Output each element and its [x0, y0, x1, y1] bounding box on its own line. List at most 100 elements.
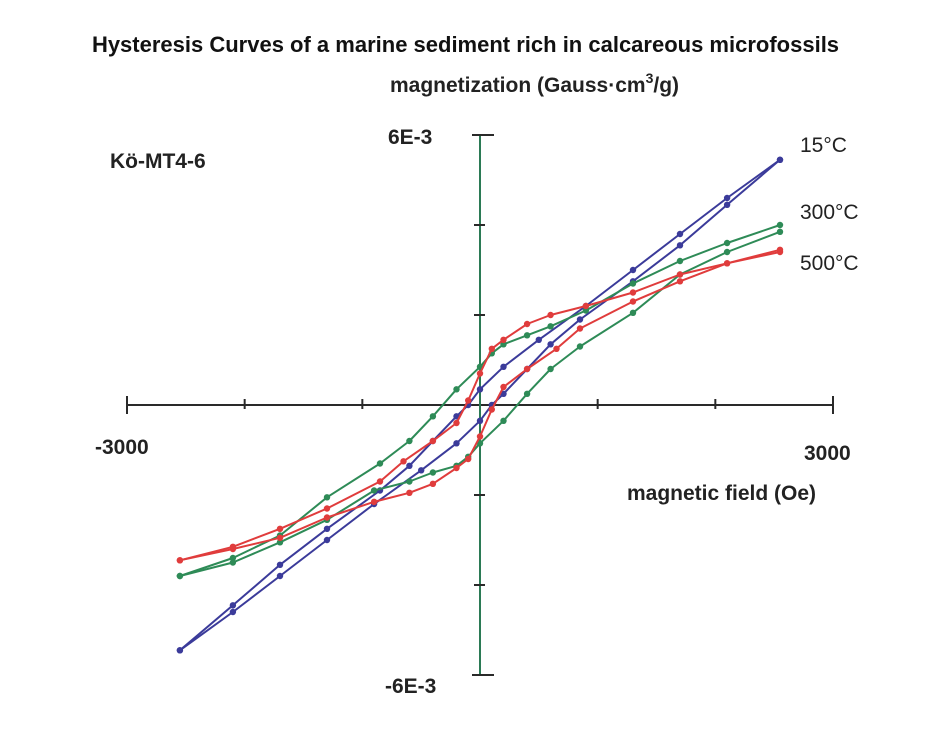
series-2-branch-0-point-15	[323, 505, 331, 512]
series-1-branch-0-point-12	[406, 437, 413, 445]
axes	[126, 134, 834, 676]
series-2-branch-1-point-13	[553, 345, 560, 352]
series-1-branch-1-point-14	[629, 309, 637, 316]
series-2-branch-1-point-7	[453, 464, 460, 472]
series-1-branch-0-point-4	[582, 307, 590, 314]
series-2-branch-1-point-18	[776, 246, 784, 253]
series-0-branch-1-point-14	[676, 242, 684, 249]
series-1-branch-1-point-5	[406, 478, 413, 485]
series-0-branch-1-point-1	[229, 608, 237, 616]
series-2-branch-0-point-14	[376, 478, 384, 485]
x-axis-label: magnetic field (Oe)	[627, 482, 817, 505]
y-axis-label-exponent: 3	[645, 70, 654, 86]
series-0-branch-1-point-0	[176, 647, 184, 654]
series-label-500c: 500°C	[800, 252, 859, 275]
series-2-branch-0-point-7	[500, 336, 507, 343]
series-2-branch-1-point-12	[523, 365, 531, 373]
series-0-branch-0-point-7	[476, 386, 484, 393]
series-1-branch-1-point-2	[276, 539, 284, 546]
series-group	[176, 156, 784, 654]
y-axis-label-tail: /g)	[653, 74, 680, 97]
series-1-branch-0-point-13	[376, 460, 384, 467]
series-2-branch-0-point-8	[488, 345, 495, 352]
series-2-branch-0-point-2	[676, 271, 684, 278]
y-tick-label-min: -6E-3	[385, 675, 437, 698]
series-2-branch-1-point-6	[429, 480, 437, 487]
series-2-branch-0-point-3	[629, 289, 637, 296]
series-1-branch-1-point-12	[547, 365, 554, 373]
series-0-branch-0-point-1	[723, 194, 731, 202]
series-0-branch-0-point-3	[629, 266, 637, 274]
series-2-branch-0-point-10	[465, 397, 472, 404]
series-1-branch-1-point-13	[576, 343, 584, 350]
series-2-branch-1-point-3	[323, 514, 331, 521]
y-tick-label-max: 6E-3	[388, 126, 433, 149]
series-2-branch-1-point-1	[229, 545, 237, 553]
series-0-branch-1-point-6	[453, 440, 460, 447]
series-0-branch-1-point-11	[547, 341, 554, 348]
y-axis-label-main: magnetization (Gauss·cm	[390, 74, 646, 97]
series-1-branch-1-point-6	[429, 469, 437, 476]
series-1-branch-0-point-11	[429, 413, 437, 420]
series-2-branch-0-point-13	[400, 458, 407, 465]
x-tick-label-max: 3000	[804, 442, 851, 465]
series-1-branch-1-point-1	[229, 559, 237, 566]
series-2-branch-1-point-15	[629, 298, 637, 305]
series-1-branch-0-point-10	[453, 386, 460, 393]
x-tick-label-min: -3000	[95, 436, 149, 459]
series-2-branch-0-point-12	[429, 437, 437, 445]
series-2-branch-1-point-8	[465, 455, 472, 463]
series-2-branch-0-point-5	[547, 311, 554, 319]
series-1-branch-0-point-0	[776, 221, 784, 229]
series-0-branch-1-point-2	[276, 572, 284, 580]
series-2-branch-1-point-10	[488, 406, 495, 413]
series-0-branch-1-point-7	[476, 417, 484, 424]
series-1-branch-1-line	[179, 230, 781, 577]
y-axis-label: magnetization (Gauss·cm3/g)	[390, 70, 679, 98]
sample-annotation: Kö-MT4-6	[110, 150, 206, 173]
series-1-branch-1-point-17	[776, 228, 784, 235]
series-0-branch-0-point-6	[500, 363, 507, 370]
series-1-branch-1-point-0	[176, 572, 184, 580]
chart-title: Hysteresis Curves of a marine sediment r…	[91, 32, 840, 57]
series-2-branch-1-point-5	[406, 489, 413, 496]
series-0-branch-1-point-5	[418, 467, 425, 474]
series-0-branch-0-point-15	[229, 602, 237, 609]
series-0-branch-0-point-5	[535, 336, 542, 343]
series-0-branch-0-point-2	[676, 230, 684, 238]
series-0-branch-1-point-12	[576, 316, 584, 323]
series-2-branch-1-point-14	[576, 325, 584, 332]
series-1-branch-0-point-5	[547, 323, 554, 330]
series-1-branch-0-point-1	[723, 239, 731, 247]
series-2-branch-0-point-16	[276, 525, 284, 532]
series-label-300c: 300°C	[800, 201, 859, 224]
series-1-branch-0-point-6	[523, 332, 531, 339]
series-0-branch-0-point-14	[276, 561, 284, 568]
series-1-branch-1-point-16	[723, 248, 731, 256]
series-2-branch-1-point-17	[723, 260, 731, 267]
series-1-branch-0-point-16	[229, 554, 237, 562]
series-1-branch-0-point-7	[500, 341, 507, 348]
series-2-branch-1-point-4	[370, 498, 378, 505]
series-1-branch-1-point-11	[523, 390, 531, 397]
series-label-15c: 15°C	[800, 134, 847, 157]
series-2	[176, 246, 784, 564]
series-0-branch-1-point-3	[323, 536, 331, 544]
series-1-branch-0-point-14	[323, 494, 331, 501]
series-2-branch-1-point-9	[476, 433, 484, 440]
series-2-branch-1-point-16	[676, 278, 684, 285]
series-0-branch-0-point-11	[406, 462, 413, 469]
series-1-branch-0-point-3	[629, 280, 637, 287]
series-2-branch-0-point-4	[582, 302, 590, 310]
series-2-branch-1-point-2	[276, 534, 284, 541]
series-2-branch-1-point-11	[500, 383, 507, 391]
series-0-branch-0-point-13	[323, 525, 331, 532]
series-0-branch-1-point-16	[776, 156, 784, 163]
series-0-branch-1-point-15	[723, 201, 731, 208]
series-1-branch-1-point-10	[500, 417, 507, 424]
series-2-branch-1-point-0	[176, 557, 184, 564]
series-2-branch-0-point-6	[523, 320, 531, 328]
series-1-branch-0-point-2	[676, 257, 684, 265]
series-2-branch-0-point-11	[453, 419, 460, 427]
